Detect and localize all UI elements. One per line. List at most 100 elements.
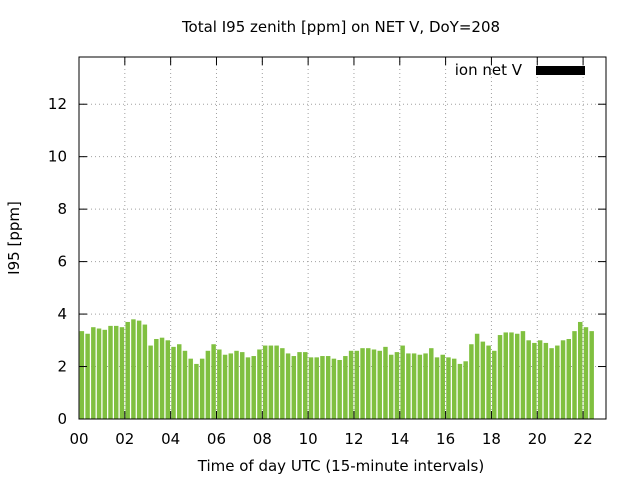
bar <box>480 341 486 419</box>
bar <box>314 357 319 419</box>
bar <box>251 356 256 419</box>
bar <box>102 329 108 419</box>
x-tick-label: 12 <box>344 430 363 448</box>
bar <box>136 320 142 419</box>
grid <box>79 57 606 419</box>
bar <box>492 350 497 419</box>
bars <box>79 319 594 419</box>
bar <box>394 352 400 419</box>
bar <box>486 345 491 419</box>
bar <box>171 346 176 419</box>
bar <box>320 356 325 419</box>
bar <box>469 344 474 419</box>
bar <box>383 346 388 419</box>
plot-frame <box>78 56 607 420</box>
x-tick-label: 18 <box>482 430 501 448</box>
x-tick-label: 04 <box>161 430 180 448</box>
x-tick-label: 10 <box>299 430 318 448</box>
bar <box>297 352 302 419</box>
bar <box>91 327 96 419</box>
bar <box>159 337 165 419</box>
bar <box>125 321 130 419</box>
bar <box>377 350 382 419</box>
bar <box>457 363 463 419</box>
bar <box>268 345 274 419</box>
x-tick-label: 20 <box>528 430 547 448</box>
bar <box>400 345 405 419</box>
bar <box>537 340 543 419</box>
bar <box>337 359 342 419</box>
y-tick-labels: 0 2 4 6 8 10 12 <box>48 95 67 428</box>
bar <box>560 340 566 419</box>
bar <box>360 348 365 419</box>
bar <box>417 354 423 419</box>
bar <box>514 333 520 419</box>
bar <box>96 328 102 419</box>
ticks <box>78 57 606 420</box>
bar <box>354 350 360 419</box>
bar <box>113 325 119 419</box>
bar <box>194 363 199 419</box>
bar <box>148 345 153 419</box>
bar <box>371 349 377 419</box>
y-tick-label: 8 <box>57 200 67 218</box>
bar <box>142 324 148 419</box>
legend: ion net V <box>455 61 585 79</box>
x-tick-label: 14 <box>390 430 409 448</box>
bar <box>451 358 457 419</box>
bar <box>406 353 411 419</box>
x-tick-label: 02 <box>115 430 134 448</box>
y-axis-label: I95 [ppm] <box>5 201 23 275</box>
bar <box>423 353 428 419</box>
bar <box>245 357 251 419</box>
bar <box>257 349 262 419</box>
bar <box>555 345 560 419</box>
legend-label: ion net V <box>455 61 523 79</box>
bar <box>583 327 589 419</box>
y-tick-label: 0 <box>57 410 67 428</box>
bar <box>228 353 234 419</box>
x-tick-label: 06 <box>207 430 226 448</box>
bar <box>532 342 537 419</box>
bar <box>291 356 297 419</box>
bar <box>440 354 445 419</box>
legend-swatch <box>536 66 585 75</box>
bar <box>343 356 348 419</box>
y-tick-label: 10 <box>48 148 67 166</box>
bar <box>234 350 239 419</box>
bar <box>463 361 468 419</box>
bar <box>577 321 583 419</box>
bar <box>154 338 159 419</box>
bar <box>503 332 508 419</box>
bar <box>119 327 125 419</box>
bar <box>366 348 371 419</box>
y-tick-label: 12 <box>48 95 67 113</box>
bar <box>474 333 480 419</box>
bar <box>85 333 90 419</box>
bar <box>303 352 308 419</box>
bar <box>446 357 451 419</box>
bar <box>182 350 188 419</box>
y-tick-label: 2 <box>57 358 67 376</box>
bar <box>549 348 554 419</box>
bar <box>165 340 171 419</box>
bar <box>280 348 285 419</box>
bar <box>497 335 503 419</box>
bar <box>108 325 113 419</box>
bar <box>526 340 531 419</box>
y-tick-label: 6 <box>57 253 67 271</box>
bar <box>348 350 354 419</box>
bar <box>177 344 182 419</box>
bar <box>589 331 594 419</box>
bar <box>325 356 331 419</box>
bar <box>543 342 549 419</box>
bar <box>240 352 245 419</box>
chart-title: Total I95 zenith [ppm] on NET V, DoY=208 <box>181 18 500 36</box>
bar <box>331 358 337 419</box>
bar <box>308 357 314 419</box>
bar <box>285 353 291 419</box>
bar <box>79 331 85 419</box>
x-tick-label: 00 <box>69 430 88 448</box>
bar <box>509 332 514 419</box>
